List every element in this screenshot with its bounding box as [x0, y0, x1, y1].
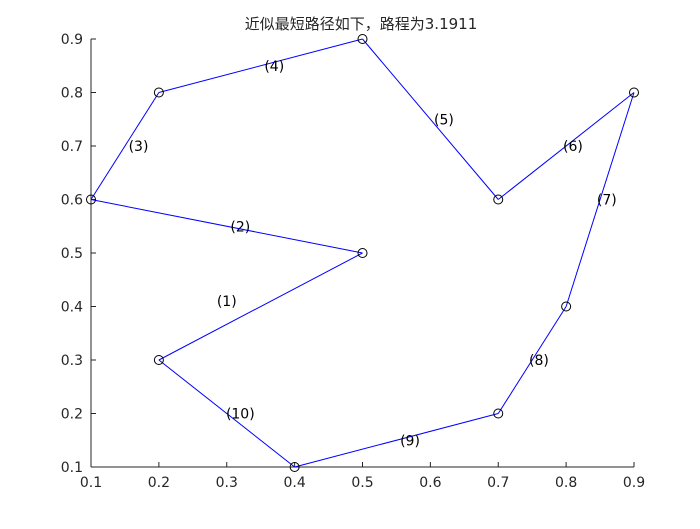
segment-label: (2) [230, 219, 250, 235]
x-tick-label: 0.6 [419, 475, 441, 491]
y-tick-label: 0.7 [61, 139, 83, 155]
route-segment-2 [90, 92, 160, 200]
route-lines [90, 38, 635, 468]
x-tick-label: 0.1 [80, 475, 102, 491]
x-tick-label: 0.3 [216, 475, 238, 491]
route-segment-5 [497, 92, 635, 200]
y-tick-label: 0.8 [61, 86, 83, 102]
route-segment-4 [362, 38, 499, 200]
y-tick-label: 0.1 [61, 460, 83, 476]
y-tick-label: 0.9 [61, 32, 83, 48]
city-marker [493, 194, 504, 205]
x-tick-label: 0.2 [148, 475, 170, 491]
city-marker [86, 194, 96, 205]
chart-title: 近似最短路径如下，路程为3.1911 [245, 15, 478, 33]
city-marker [357, 248, 368, 258]
segment-label: (5) [434, 112, 454, 128]
y-tick-label: 0.4 [61, 300, 83, 316]
segment-label: (9) [400, 433, 420, 449]
segment-labels: (1) (2) (3) (4) (5) (6) (7) (8) (9) (10) [129, 59, 617, 450]
x-tick-label: 0.8 [555, 475, 577, 491]
y-tick-label: 0.5 [61, 246, 83, 262]
y-tick-label: 0.3 [61, 353, 83, 369]
x-tick-label: 0.9 [623, 475, 645, 491]
city-marker [629, 87, 639, 98]
route-segment-8 [294, 413, 499, 468]
segment-label: (8) [529, 353, 549, 369]
segment-label: (3) [129, 139, 149, 155]
segment-label: (4) [264, 59, 284, 75]
y-tick-label: 0.6 [61, 193, 83, 209]
route-segment-9 [158, 359, 295, 468]
x-tick-label: 0.5 [351, 475, 373, 491]
segment-label: (6) [563, 139, 583, 155]
city-marker [357, 34, 368, 44]
axes: 0.1 0.2 0.3 0.4 0.5 0.6 0.7 0.8 0.9 0.1 0.2 0.3 0.4 0… [61, 32, 645, 491]
city-marker [493, 408, 504, 419]
route-segment-1 [90, 199, 363, 254]
city-markers [86, 34, 639, 472]
city-marker [289, 462, 300, 472]
city-marker [561, 301, 572, 312]
segment-label: (7) [597, 193, 617, 209]
city-marker [153, 87, 164, 98]
y-tick-label: 0.2 [61, 407, 83, 423]
route-segment-6 [565, 92, 635, 307]
x-tick-label: 0.7 [487, 475, 509, 491]
route-segment-10 [158, 252, 363, 361]
route-segment-7 [497, 306, 567, 414]
city-marker [153, 355, 164, 365]
segment-label: (10) [226, 407, 255, 423]
route-segment-3 [158, 38, 363, 93]
segment-label: (1) [217, 294, 237, 310]
x-tick-label: 0.4 [283, 475, 305, 491]
